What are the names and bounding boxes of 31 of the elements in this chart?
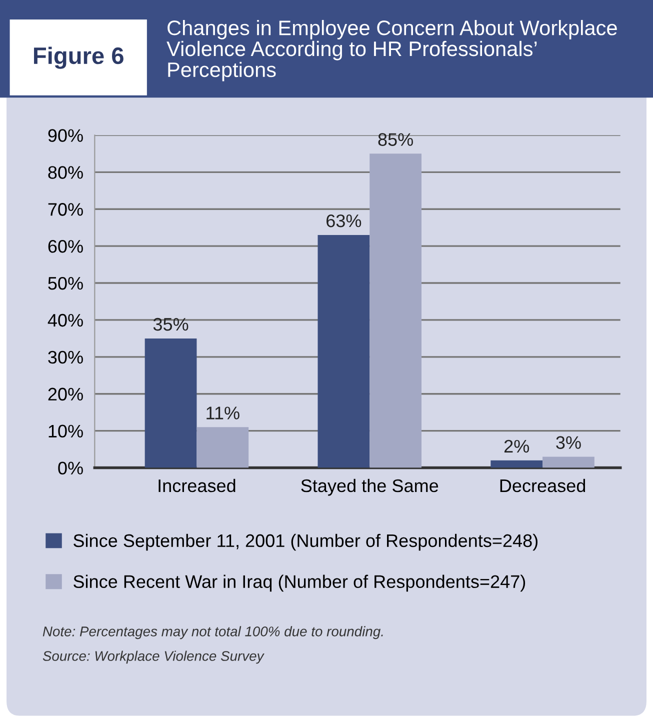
source-note: Source: Workplace Violence Survey (42, 650, 264, 664)
data-label: 85% (378, 133, 413, 146)
chart-subtitle: Figure 6 (34, 46, 124, 69)
bar (318, 234, 370, 468)
x-tick-label: Stayed the Same (301, 478, 438, 496)
y-tick-label: 10% (48, 424, 83, 438)
legend-label: Since Recent War in Iraq (Number of Respondents=247) (74, 574, 526, 592)
y-tick-label: 20% (48, 388, 83, 401)
data-label: 3% (556, 436, 581, 449)
y-tick-label: 70% (48, 203, 83, 216)
legend-label: Since September 11, 2001 (Number of Respondents=248) (74, 534, 538, 551)
data-label: 63% (326, 214, 362, 228)
data-label: 11% (206, 406, 240, 420)
bar (196, 427, 249, 468)
text: Note: Percentages may not total 100% due to rounding. (42, 626, 383, 640)
y-tick-label: 90% (48, 129, 83, 142)
bar (490, 460, 543, 468)
x-tick-label: Increased (158, 478, 236, 492)
bar (370, 154, 422, 468)
y-tick-label: 80% (48, 166, 83, 179)
bar (542, 456, 594, 468)
y-tick-label: 40% (48, 314, 83, 327)
chart-title: Changes in Employee Concern About Workplace Violence According to HR Professionals’ Perceptions (166, 20, 617, 82)
y-tick-label: 60% (48, 240, 83, 253)
x-tick-label: Decreased (500, 478, 586, 492)
y-tick-label: 0% (58, 462, 83, 474)
data-label: 35% (153, 318, 188, 331)
data-label: 2% (504, 440, 530, 453)
y-tick-label: 50% (48, 276, 83, 290)
bar (144, 338, 197, 468)
y-tick-label: 30% (48, 350, 83, 364)
